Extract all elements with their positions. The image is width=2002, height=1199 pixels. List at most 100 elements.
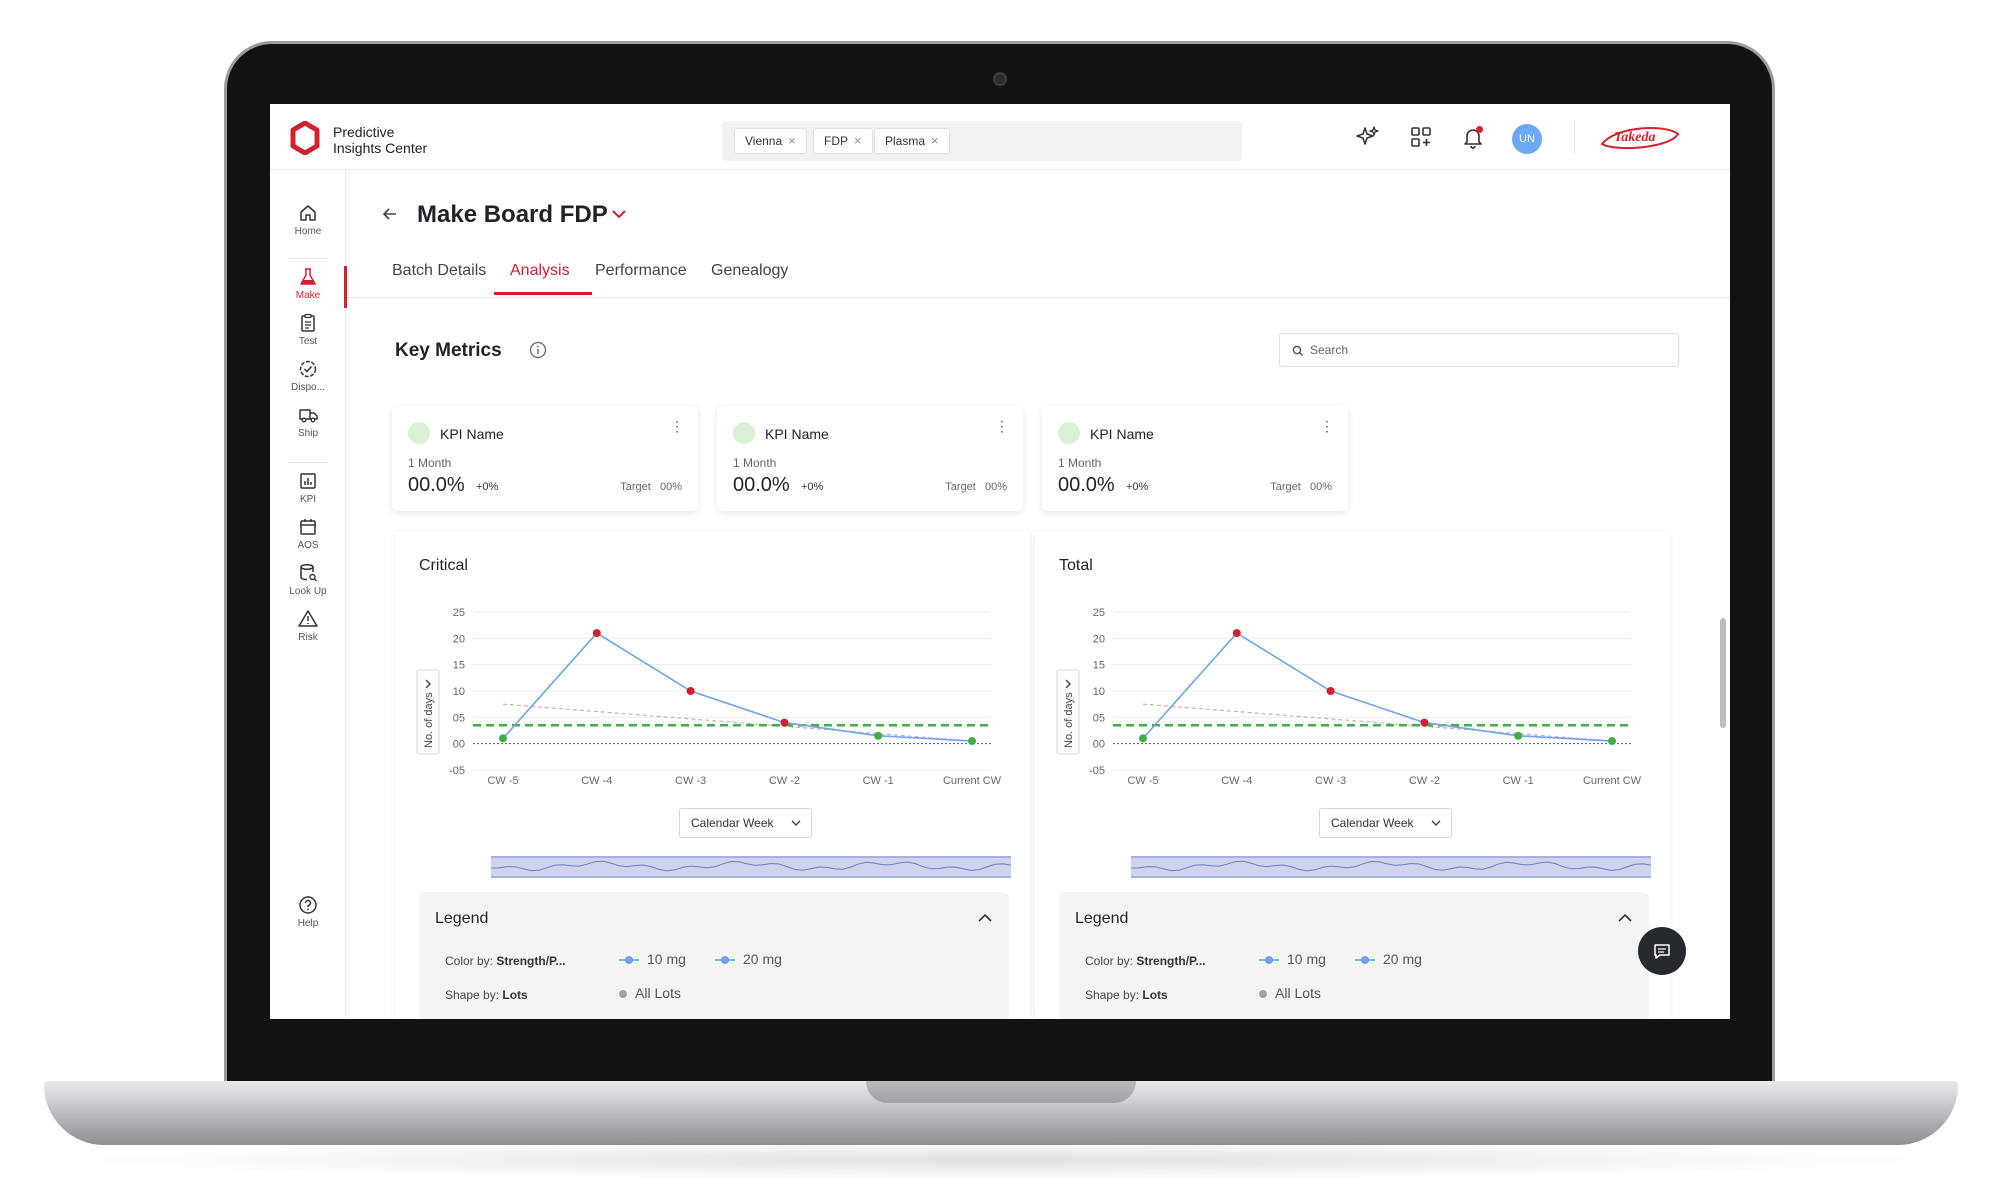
chevron-down-icon[interactable] (610, 207, 628, 221)
sidebar-item-label: Look Up (289, 586, 327, 597)
navigator-sparkline (1131, 860, 1651, 872)
back-arrow-icon[interactable] (381, 205, 399, 223)
data-point[interactable] (1514, 731, 1523, 740)
kpi-period: 1 Month (733, 456, 777, 470)
data-point[interactable] (1139, 734, 1147, 743)
search-input[interactable] (1310, 334, 1670, 366)
data-point[interactable] (780, 718, 789, 727)
active-indicator (344, 266, 347, 308)
legend-item[interactable]: All Lots (619, 985, 681, 1001)
kpi-period: 1 Month (1058, 456, 1102, 470)
data-point[interactable] (968, 737, 976, 746)
axis-label-box[interactable] (416, 669, 440, 755)
filter-bar[interactable]: Vienna × FDP × Plasma × (722, 121, 1242, 161)
more-vertical-icon[interactable]: ⋮ (1320, 418, 1334, 434)
warning-icon (298, 610, 318, 627)
shape-marker (1259, 990, 1267, 999)
kpi-period: 1 Month (408, 456, 452, 470)
legend-item[interactable]: All Lots (1259, 985, 1321, 1001)
sidebar-item-ship[interactable]: Ship (270, 404, 346, 454)
tab-genealogy[interactable]: Genealogy (711, 262, 789, 279)
legend-item[interactable]: 20 mg (1355, 951, 1422, 967)
data-point[interactable] (1232, 629, 1241, 638)
close-icon[interactable]: × (788, 133, 796, 148)
avatar[interactable]: UN (1512, 124, 1542, 154)
data-point[interactable] (592, 629, 601, 638)
page-title: Make Board FDP (417, 201, 608, 228)
sidebar-item-label: Home (294, 226, 322, 237)
filter-chip[interactable]: Plasma × (874, 128, 950, 154)
chevron-down-icon (791, 820, 801, 826)
laptop-notch (866, 1081, 1136, 1103)
top-bar: Predictive Insights Center Vienna × FDP × … (270, 104, 1730, 170)
notification-bell-icon[interactable] (1460, 124, 1486, 150)
status-dot (1058, 422, 1080, 444)
legend-item[interactable]: 20 mg (715, 951, 782, 967)
kpi-card[interactable]: KPI Name ⋮ 1 Month 00.0% +0% Target 00% (392, 406, 698, 511)
kpi-value: 00.0% (408, 474, 465, 496)
kpi-delta: +0% (801, 481, 824, 493)
truck-icon (299, 409, 318, 423)
x-axis-selector[interactable]: Calendar Week (1319, 808, 1452, 838)
tab-performance[interactable]: Performance (595, 262, 687, 279)
apps-grid-icon[interactable] (1408, 124, 1434, 150)
sparkle-icon[interactable] (1355, 124, 1381, 150)
filter-chip[interactable]: FDP × (813, 128, 873, 154)
scrollbar[interactable] (1720, 618, 1726, 728)
sidebar-item-dispo[interactable]: Dispo... (270, 358, 346, 408)
more-vertical-icon[interactable]: ⋮ (670, 418, 684, 434)
axis-label-box[interactable] (1056, 669, 1080, 755)
chevron-up-icon[interactable] (977, 912, 993, 924)
sidebar-item-help[interactable]: Help (270, 894, 346, 944)
data-point[interactable] (499, 734, 507, 743)
y-tick-label: 15 (1093, 660, 1105, 672)
app-screen: Predictive Insights Center Vienna × FDP × … (270, 104, 1730, 1019)
tab-batch-details[interactable]: Batch Details (392, 262, 487, 279)
kpi-name: KPI Name (440, 426, 504, 442)
data-point[interactable] (686, 687, 695, 695)
chevron-right-icon[interactable] (425, 679, 431, 689)
search-box[interactable] (1279, 333, 1679, 367)
sidebar-item-test[interactable]: Test (270, 312, 346, 362)
series-marker (715, 955, 735, 965)
data-point[interactable] (1608, 737, 1616, 746)
line-chart: No. of days 25 20 15 10 05 00 -05 CW -5 CW -4 CW -… (416, 607, 1002, 787)
kpi-value: 00.0% (1058, 474, 1115, 496)
sidebar-item-label: Ship (297, 428, 318, 439)
sidebar-item-label: Test (298, 336, 318, 347)
sidebar-item-risk[interactable]: Risk (270, 608, 346, 658)
tab-analysis[interactable]: Analysis (510, 262, 570, 279)
chevron-right-icon[interactable] (1065, 679, 1071, 689)
divider (288, 258, 328, 259)
sidebar-item-look-up[interactable]: Look Up (270, 562, 346, 612)
legend-item[interactable]: 10 mg (619, 951, 686, 967)
divider (288, 462, 328, 463)
range-navigator[interactable] (491, 856, 1011, 878)
filter-chip[interactable]: Vienna × (734, 128, 807, 154)
data-point[interactable] (874, 731, 883, 740)
more-vertical-icon[interactable]: ⋮ (995, 418, 1009, 434)
chat-button[interactable] (1638, 927, 1686, 975)
legend-item[interactable]: 10 mg (1259, 951, 1326, 967)
shape-by-label: Shape by: Lots (1085, 988, 1168, 1002)
shape-by-label: Shape by: Lots (445, 988, 528, 1002)
kpi-card[interactable]: KPI Name ⋮ 1 Month 00.0% +0% Target 00% (1042, 406, 1348, 511)
range-navigator[interactable] (1131, 856, 1651, 878)
info-icon[interactable] (528, 340, 548, 360)
x-axis-selector[interactable]: Calendar Week (679, 808, 812, 838)
y-tick-label: 00 (453, 739, 465, 751)
data-point[interactable] (1326, 687, 1335, 695)
close-icon[interactable]: × (931, 133, 939, 148)
sidebar-item-kpi[interactable]: KPI (270, 470, 346, 520)
sidebar-item-make[interactable]: Make (270, 266, 347, 316)
y-axis-label: No. of days (423, 692, 435, 748)
data-point[interactable] (1420, 718, 1429, 727)
sidebar-item-aos[interactable]: AOS (270, 516, 346, 566)
sidebar-item-home[interactable]: Home (270, 202, 346, 252)
kpi-card[interactable]: KPI Name ⋮ 1 Month 00.0% +0% Target 00% (717, 406, 1023, 511)
y-tick-label: 05 (453, 712, 465, 724)
logo-icon[interactable] (288, 121, 322, 155)
close-icon[interactable]: × (854, 133, 862, 148)
chevron-up-icon[interactable] (1617, 912, 1633, 924)
y-tick-label: 20 (1093, 633, 1105, 645)
